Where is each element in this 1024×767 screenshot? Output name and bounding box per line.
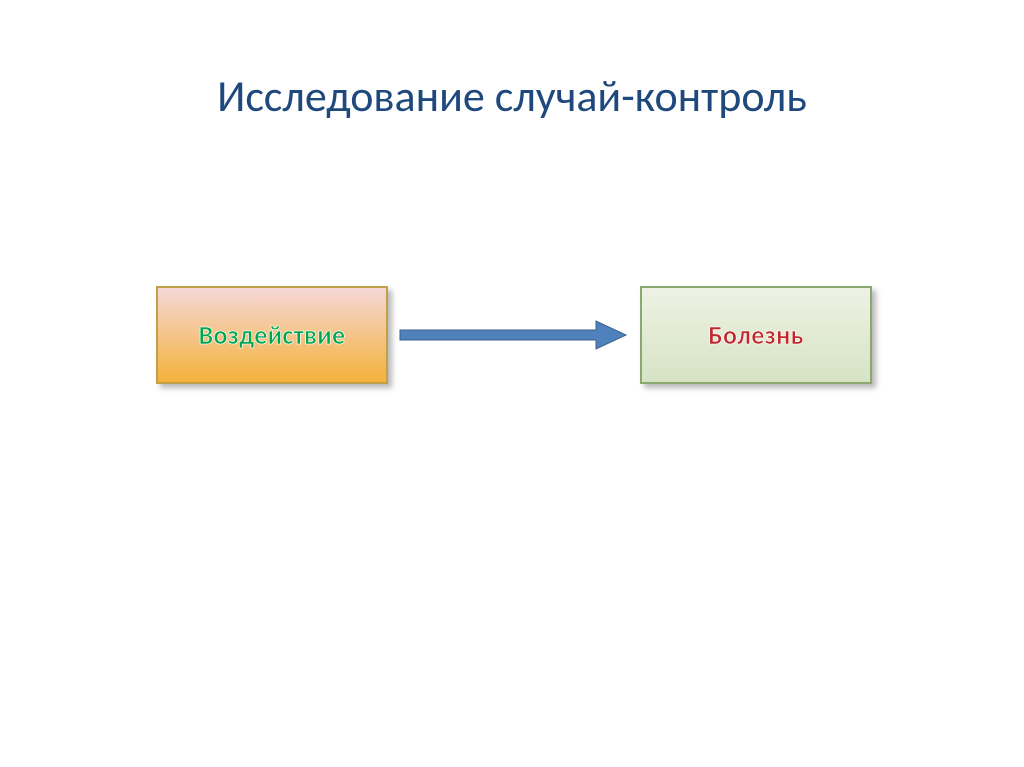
slide-title: Исследование случай-контроль (0, 69, 1024, 123)
exposure-label: Воздействие (199, 319, 346, 351)
slide: Исследование случай-контроль Воздействие… (0, 0, 1024, 767)
disease-label: Болезнь (708, 319, 803, 351)
arrow-icon (380, 307, 646, 363)
exposure-box: Воздействие (156, 286, 388, 384)
disease-box: Болезнь (640, 286, 872, 384)
